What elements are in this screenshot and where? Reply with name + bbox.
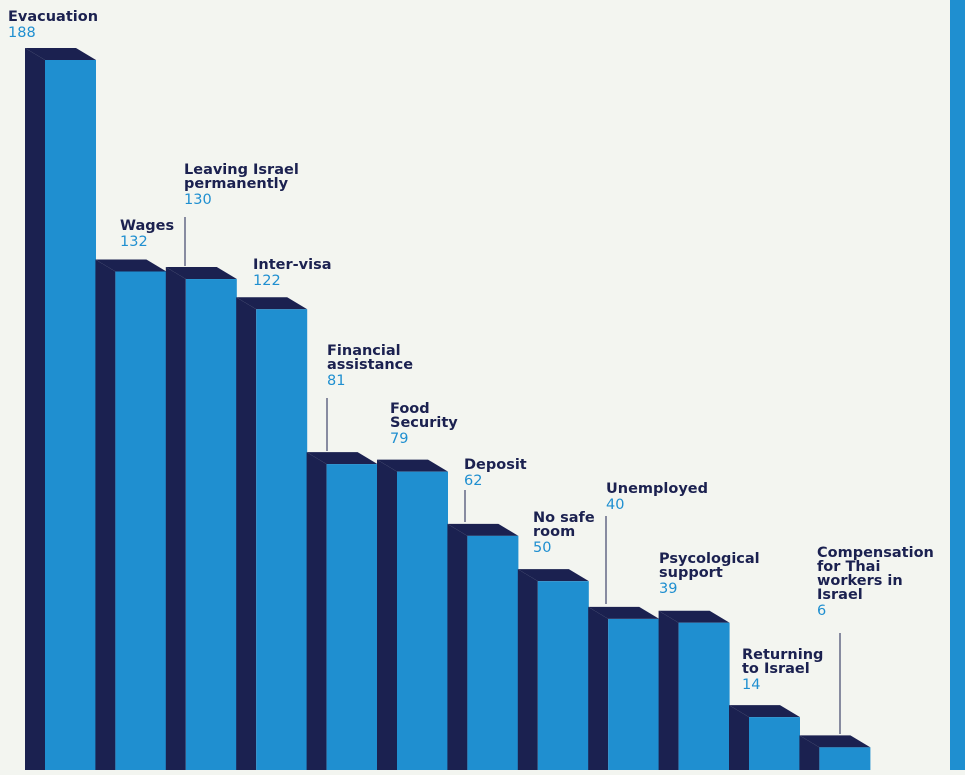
bar-unemployed bbox=[608, 618, 660, 770]
category-label-leaving-israel-permanently-line-1: Leaving Israel bbox=[184, 162, 299, 178]
bar-no-safe-room bbox=[537, 581, 589, 770]
bar-inter-visa bbox=[256, 309, 308, 770]
bar-deposit bbox=[467, 535, 519, 770]
bar-side-compensation-for-thai-workers-in-israel bbox=[799, 735, 820, 770]
bar-side-inter-visa bbox=[236, 297, 257, 770]
category-label-food-security-line-2: Security bbox=[390, 415, 458, 431]
bar-leaving-israel-permanently bbox=[185, 279, 237, 770]
bar-series bbox=[25, 48, 871, 770]
bar-food-security bbox=[397, 471, 448, 770]
bar-side-evacuation bbox=[25, 48, 45, 770]
bar-side-leaving-israel-permanently bbox=[165, 267, 186, 770]
bar-side-food-security bbox=[377, 459, 397, 770]
category-label-no-safe-room-line-2: room bbox=[533, 524, 575, 540]
bar-top-psycological-support bbox=[658, 610, 730, 623]
value-label-no-safe-room: 50 bbox=[533, 540, 551, 556]
value-label-deposit: 62 bbox=[464, 473, 482, 489]
bar-side-no-safe-room bbox=[517, 569, 538, 770]
bar-side-deposit bbox=[447, 523, 468, 770]
bar-top-financial-assistance bbox=[306, 452, 378, 465]
bar-side-wages bbox=[95, 259, 116, 770]
label-leader-lines bbox=[184, 217, 841, 734]
bar-top-unemployed bbox=[588, 606, 660, 619]
bar-top-food-security bbox=[377, 459, 448, 472]
bar-top-no-safe-room bbox=[517, 569, 589, 582]
bar-top-inter-visa bbox=[236, 297, 308, 310]
value-label-compensation-for-thai-workers-in-israel: 6 bbox=[817, 603, 826, 619]
category-label-compensation-for-thai-workers-in-israel-line-2: for Thai bbox=[817, 559, 880, 575]
bar-top-leaving-israel-permanently bbox=[165, 267, 237, 280]
right-accent-stripe bbox=[950, 0, 965, 770]
bar-side-unemployed bbox=[588, 606, 609, 770]
category-label-returning-to-israel-line-1: Returning bbox=[742, 647, 823, 663]
category-label-inter-visa: Inter-visa bbox=[253, 257, 332, 273]
category-label-compensation-for-thai-workers-in-israel-line-4: Israel bbox=[817, 587, 863, 603]
bar-psycological-support bbox=[678, 622, 730, 770]
category-label-compensation-for-thai-workers-in-israel-line-3: workers in bbox=[817, 573, 903, 589]
bar-top-wages bbox=[95, 259, 167, 272]
bar-top-returning-to-israel bbox=[729, 705, 800, 718]
category-label-leaving-israel-permanently-line-2: permanently bbox=[184, 176, 289, 192]
bar-side-returning-to-israel bbox=[729, 705, 749, 770]
bar-top-evacuation bbox=[25, 48, 96, 60]
value-label-unemployed: 40 bbox=[606, 497, 624, 513]
category-label-unemployed: Unemployed bbox=[606, 481, 708, 497]
bar-financial-assistance bbox=[326, 464, 378, 770]
value-label-inter-visa: 122 bbox=[253, 273, 281, 289]
bar-wages bbox=[115, 271, 167, 770]
category-label-returning-to-israel-line-2: to Israel bbox=[742, 661, 810, 677]
value-label-returning-to-israel: 14 bbox=[742, 677, 760, 693]
category-label-wages: Wages bbox=[120, 218, 174, 234]
bar-returning-to-israel bbox=[749, 717, 800, 770]
category-label-compensation-for-thai-workers-in-israel-line-1: Compensation bbox=[817, 545, 934, 561]
value-label-food-security: 79 bbox=[390, 431, 408, 447]
category-label-psycological-support-line-1: Psycological bbox=[659, 551, 760, 567]
bar-side-psycological-support bbox=[658, 610, 679, 770]
bar-compensation-for-thai-workers-in-israel bbox=[819, 747, 871, 770]
bar-top-compensation-for-thai-workers-in-israel bbox=[799, 735, 871, 748]
value-label-wages: 132 bbox=[120, 234, 148, 250]
category-label-deposit: Deposit bbox=[464, 457, 527, 473]
bar-side-financial-assistance bbox=[306, 452, 327, 770]
category-label-financial-assistance-line-2: assistance bbox=[327, 357, 413, 373]
category-label-psycological-support-line-2: support bbox=[659, 565, 723, 581]
bar-evacuation bbox=[45, 60, 96, 770]
category-label-food-security-line-1: Food bbox=[390, 401, 430, 417]
value-label-financial-assistance: 81 bbox=[327, 373, 345, 389]
category-label-financial-assistance-line-1: Financial bbox=[327, 343, 401, 359]
value-label-evacuation: 188 bbox=[8, 25, 36, 41]
value-label-leaving-israel-permanently: 130 bbox=[184, 192, 212, 208]
category-label-no-safe-room-line-1: No safe bbox=[533, 510, 595, 526]
value-label-psycological-support: 39 bbox=[659, 581, 677, 597]
category-label-evacuation: Evacuation bbox=[8, 9, 98, 25]
bar-top-deposit bbox=[447, 523, 519, 536]
